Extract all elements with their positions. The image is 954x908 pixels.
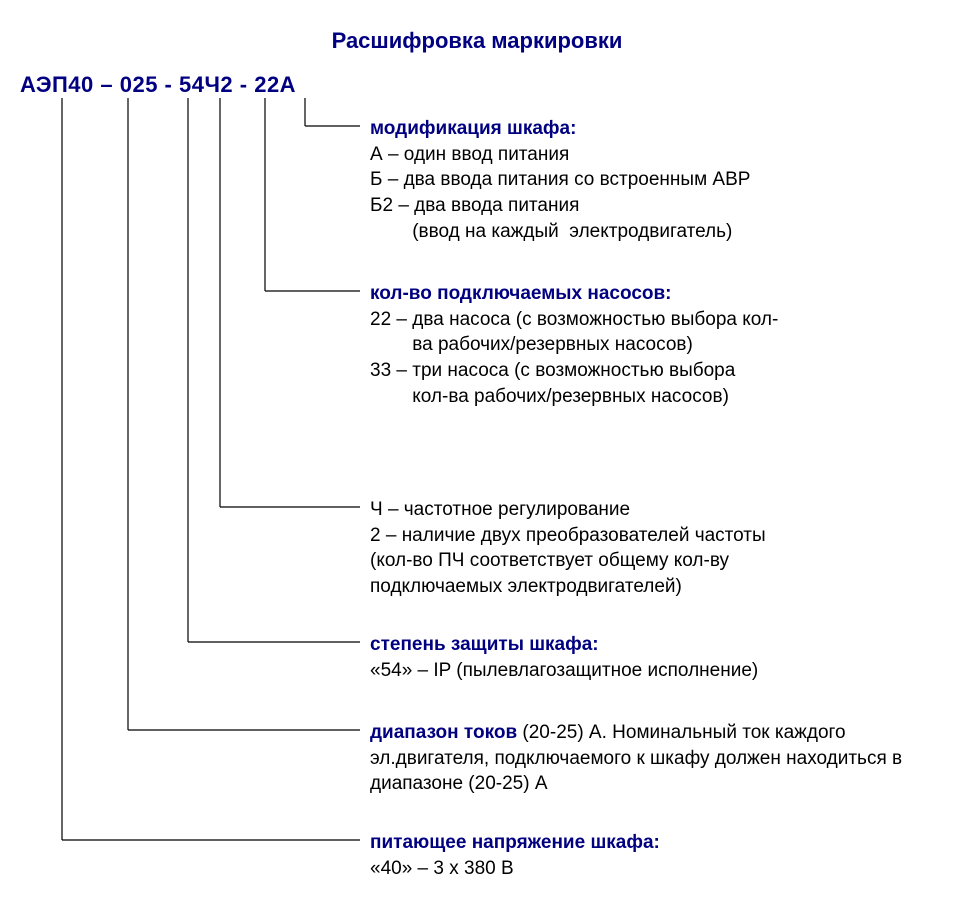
section-voltage: питающее напряжение шкафа: «40» – 3 х 38… (370, 830, 924, 881)
section-line: Ч – частотное регулирование (370, 497, 924, 523)
section-line: Б2 – два ввода питания (370, 193, 924, 219)
section-line: ва рабочих/резервных насосов) (370, 332, 924, 358)
section-header: кол-во подключаемых насосов: (370, 281, 924, 307)
section-line: (ввод на каждый электродвигатель) (370, 219, 924, 245)
section-line: «40» – 3 х 380 В (370, 856, 924, 882)
section-header: степень защиты шкафа: (370, 632, 924, 658)
section-line: Б – два ввода питания со встроенным АВР (370, 167, 924, 193)
section-modification: модификация шкафа: А – один ввод питания… (370, 116, 924, 244)
section-line: 2 – наличие двух преобразователей частот… (370, 523, 924, 549)
section-pump-count: кол-во подключаемых насосов: 22 – два на… (370, 281, 924, 409)
diagram-container: Расшифровка маркировки АЭП40 – 025 - 54Ч… (20, 20, 934, 888)
section-line: подключаемых электродвигателей) (370, 574, 924, 600)
section-header: модификация шкафа: (370, 116, 924, 142)
section-current-range: диапазон токов (20-25) А. Номинальный то… (370, 720, 924, 797)
section-line: А – один ввод питания (370, 142, 924, 168)
section-header: питающее напряжение шкафа: (370, 830, 924, 856)
section-line: (кол-во ПЧ соответствует общему кол-ву (370, 548, 924, 574)
section-frequency: Ч – частотное регулирование 2 – наличие … (370, 497, 924, 600)
diagram-title: Расшифровка маркировки (20, 28, 934, 54)
section-header-inline: диапазон токов (370, 722, 517, 743)
marking-code: АЭП40 – 025 - 54Ч2 - 22А (20, 72, 296, 98)
section-line: кол-ва рабочих/резервных насосов) (370, 384, 924, 410)
section-protection: степень защиты шкафа: «54» – IP (пылевла… (370, 632, 924, 683)
section-line: «54» – IP (пылевлагозащитное исполнение) (370, 658, 924, 684)
section-line: 33 – три насоса (с возможностью выбора (370, 358, 924, 384)
section-line: 22 – два насоса (с возможностью выбора к… (370, 307, 924, 333)
